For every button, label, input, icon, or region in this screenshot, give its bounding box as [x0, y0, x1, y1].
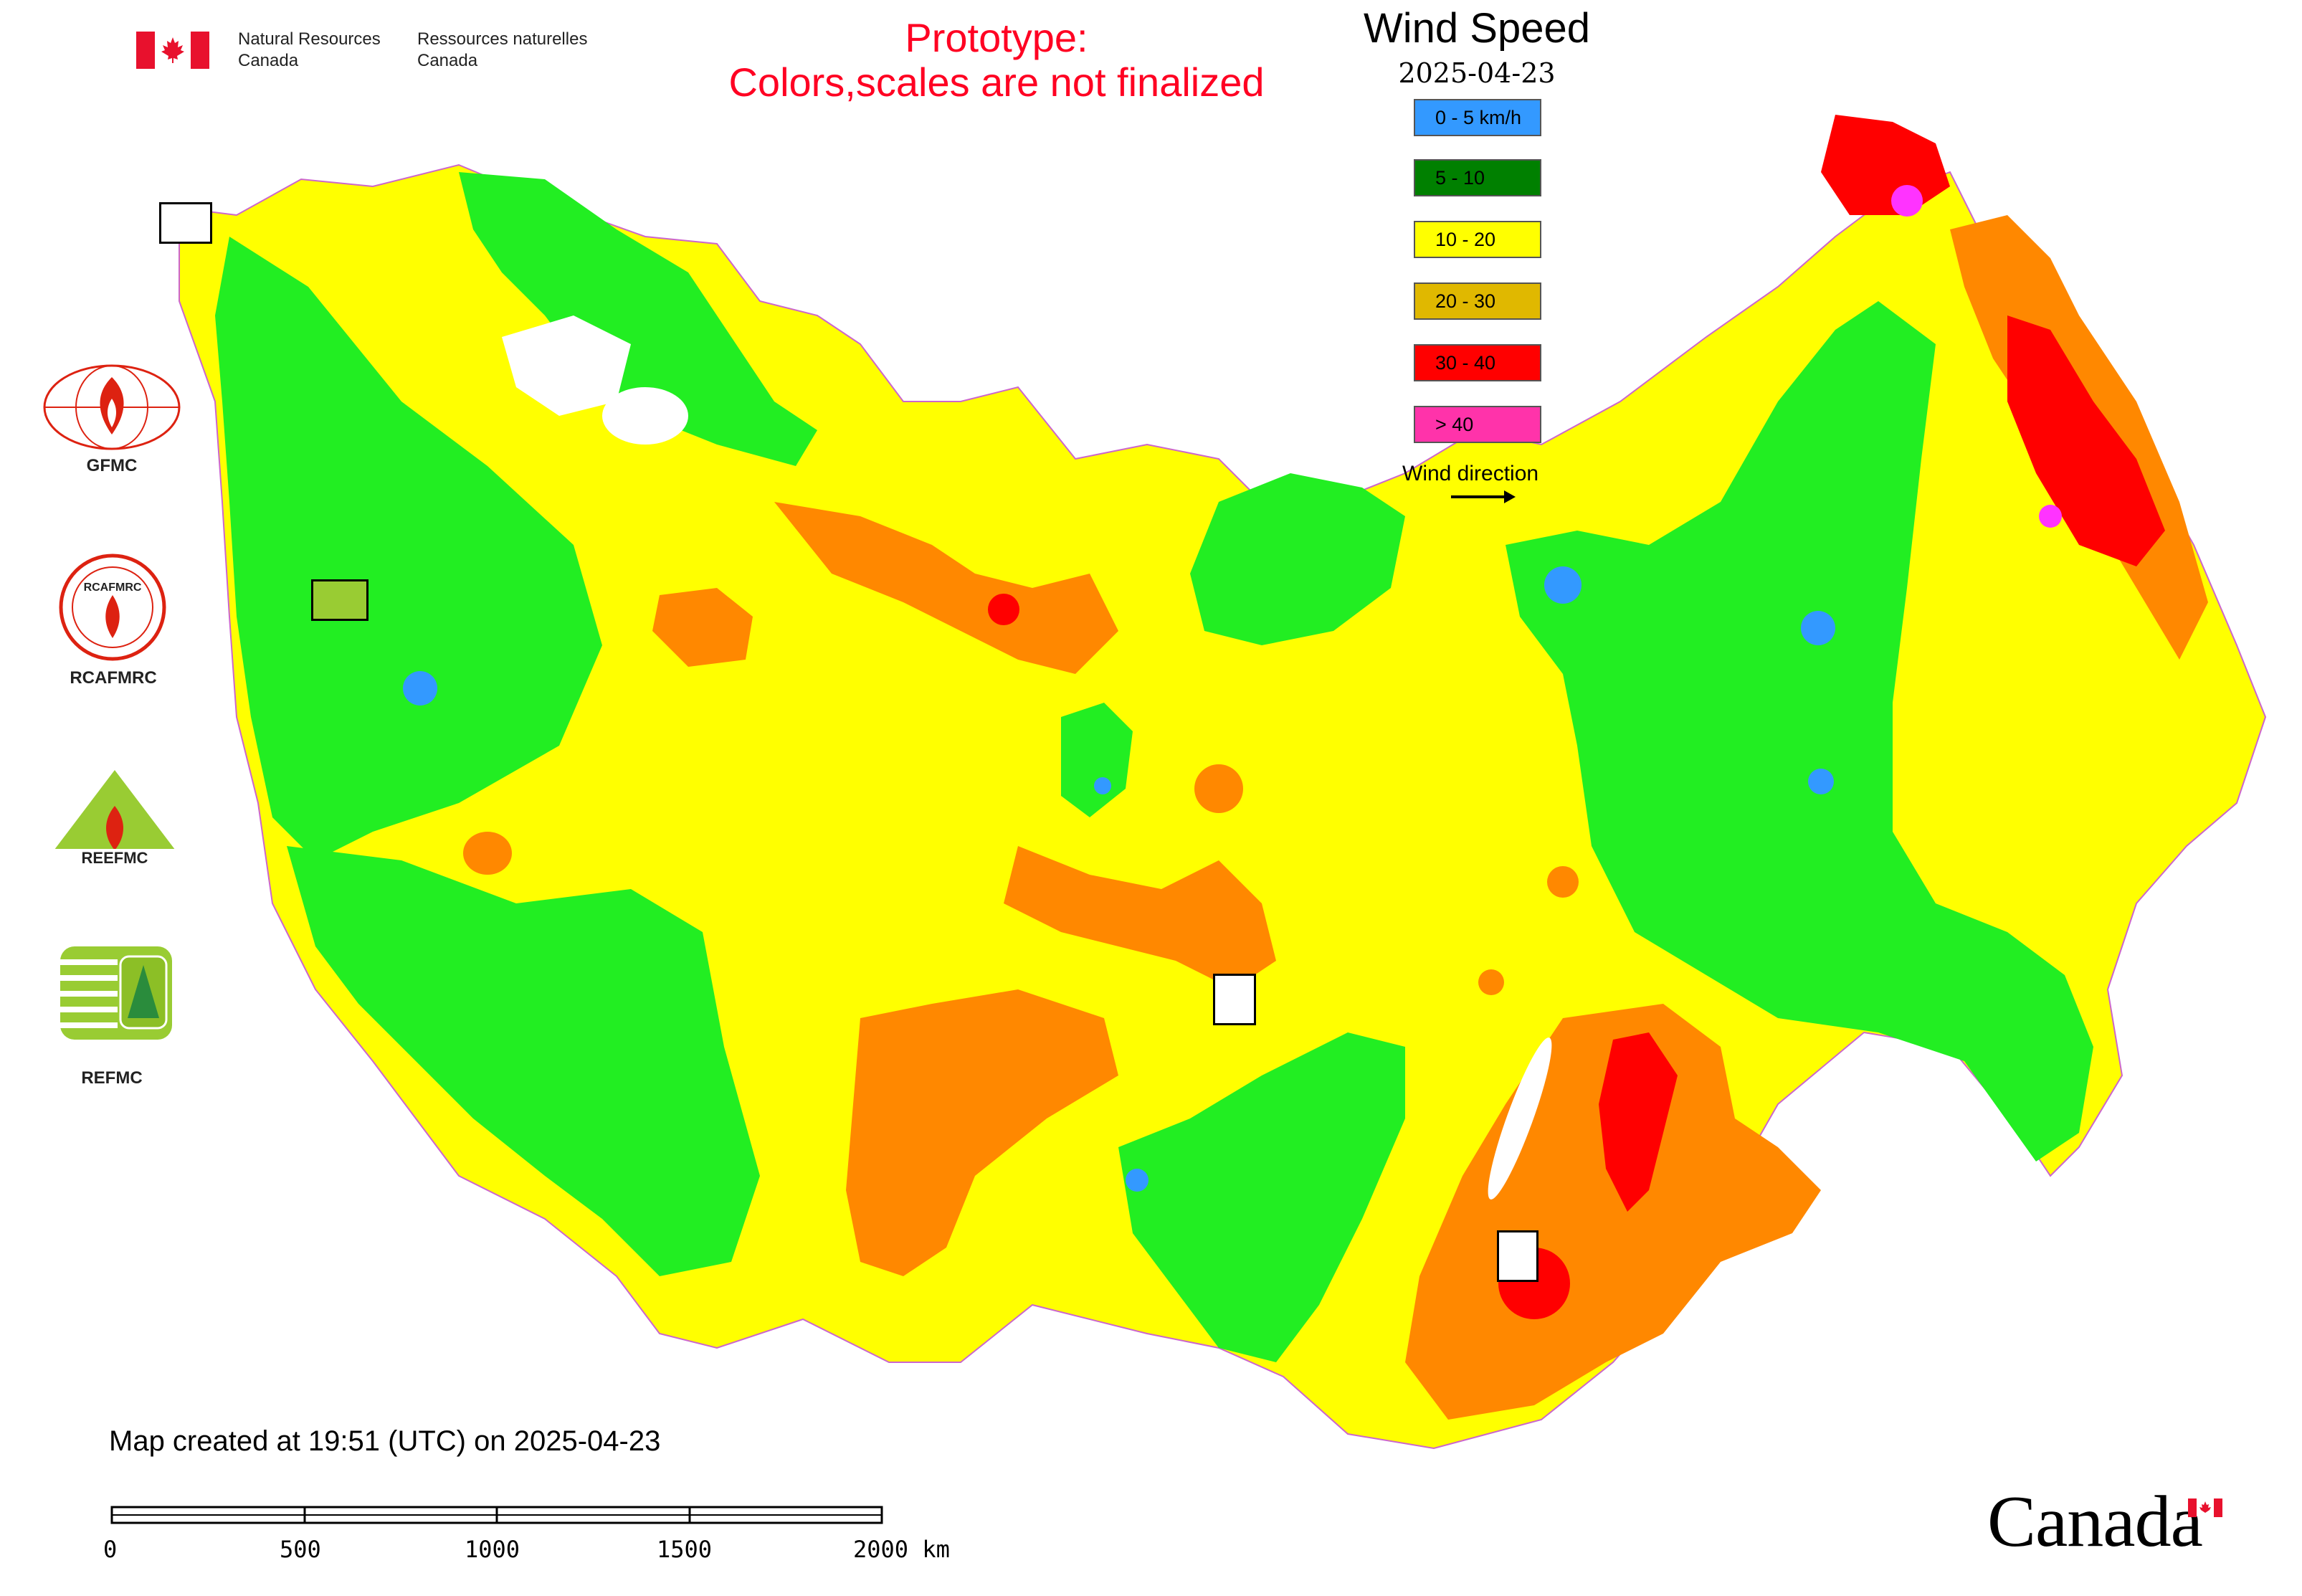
- map-region-orange-center: [1004, 846, 1276, 989]
- maple-leaf-icon: [161, 37, 184, 63]
- map-region-blue-3: [1801, 611, 1835, 645]
- map-marker-refmc: [1213, 974, 1256, 1025]
- legend-item-10-20: 10 - 20: [1414, 221, 1541, 258]
- legend-date: 2025-04-23: [1398, 57, 1556, 89]
- legend-item-20-30: 20 - 30: [1414, 282, 1541, 320]
- svg-text:REEFMC: REEFMC: [82, 849, 148, 867]
- map-region-blue-4: [1808, 769, 1834, 794]
- map-region-orange-south: [1405, 1004, 1821, 1420]
- map-region-red-baikal-east: [1599, 1032, 1678, 1212]
- map-region-orange-north: [774, 502, 1118, 674]
- gfmc-label: GFMC: [86, 456, 138, 475]
- map-lake-baikal: [1488, 1037, 1552, 1200]
- map-region-orange-dot-4: [1478, 969, 1504, 995]
- legend-item-0-5: 0 - 5 km/h: [1414, 99, 1541, 136]
- map-region-orange-southwest: [846, 989, 1118, 1276]
- legend-title: Wind Speed: [1364, 5, 1590, 52]
- map-region-orange-blob1: [652, 588, 753, 667]
- map-region-green-west: [215, 237, 602, 860]
- scale-tick-0: 0: [103, 1536, 118, 1563]
- map-region-green-taymyr: [1190, 473, 1405, 645]
- legend-wind-direction-label: Wind direction: [1402, 462, 1539, 485]
- prototype-notice-line1: Prototype:: [905, 15, 1088, 60]
- map-region-orange-dot-3: [1547, 866, 1579, 898]
- map-region-red-north: [988, 594, 1019, 625]
- org-name-en: Natural Resources Canada: [238, 29, 381, 70]
- map-region-green-central: [1061, 703, 1133, 817]
- scale-tick-500: 500: [280, 1536, 321, 1563]
- map-marker-reefmc: [311, 579, 368, 621]
- map-region-magenta-1: [1891, 185, 1923, 217]
- legend-item-30-40: 30 - 40: [1414, 344, 1541, 381]
- map-region-magenta-2: [2039, 505, 2062, 528]
- prototype-notice-line2: Colors,scales are not finalized: [728, 60, 1265, 105]
- map-region-green-east: [1506, 301, 2093, 1162]
- rcafmrc-logo: RCAFMRC: [59, 554, 166, 661]
- gfmc-logo: [43, 364, 181, 450]
- reefmc-logo: REEFMC: [43, 770, 186, 867]
- map-region-green-south: [1118, 1032, 1405, 1362]
- scale-tick-2000: 2000 km: [853, 1536, 950, 1563]
- map-region-green-west-south: [287, 846, 760, 1276]
- canada-flag: [136, 32, 209, 69]
- map-marker-rcafmrc: [1497, 1230, 1538, 1282]
- legend-item-over-40: > 40: [1414, 406, 1541, 443]
- rcafmrc-label: RCAFMRC: [70, 668, 157, 688]
- org-name-fr: Ressources naturelles Canada: [417, 29, 588, 70]
- map-region-blue-5: [1126, 1169, 1148, 1192]
- map-region-green-northwest: [459, 172, 817, 466]
- map-region-blue-2: [1544, 566, 1582, 604]
- scale-bar: [110, 1506, 883, 1524]
- prototype-notice: Prototype: Colors,scales are not finaliz…: [645, 16, 1348, 105]
- legend-item-5-10: 5 - 10: [1414, 159, 1541, 196]
- wind-direction-arrow-icon: [1451, 490, 1516, 503]
- map-white-sea: [502, 315, 631, 416]
- map-region-orange-dot-2: [1194, 764, 1243, 813]
- refmc-label: REFMC: [81, 1068, 143, 1088]
- map-region-blue-6: [1094, 777, 1111, 794]
- map-created-text: Map created at 19:51 (UTC) on 2025-04-23: [109, 1425, 661, 1457]
- refmc-logo: [60, 946, 172, 1040]
- map-region-red-kamchatka: [2007, 315, 2165, 566]
- scale-tick-1500: 1500: [657, 1536, 713, 1563]
- map-lake-ladoga: [602, 387, 688, 445]
- scale-tick-1000: 1000: [465, 1536, 520, 1563]
- canada-wordmark-flag-icon: [2188, 1498, 2222, 1517]
- map-marker-gfmc: [159, 202, 212, 244]
- canada-wordmark: Canada: [1987, 1481, 2203, 1562]
- svg-text:RCAFMRC: RCAFMRC: [84, 581, 142, 594]
- map-region-blue-1: [403, 671, 437, 706]
- map-region-orange-dot-1: [463, 832, 512, 875]
